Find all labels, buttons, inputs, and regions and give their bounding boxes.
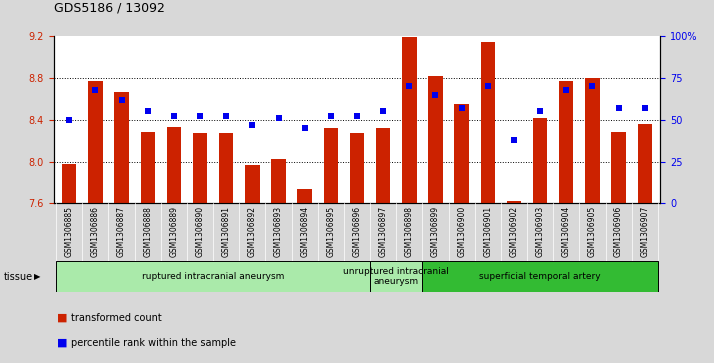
Text: tissue: tissue — [4, 272, 33, 282]
Bar — [402, 37, 416, 203]
Bar — [271, 159, 286, 203]
Point — [403, 83, 415, 89]
Text: GSM1306904: GSM1306904 — [562, 206, 570, 257]
Text: GSM1306895: GSM1306895 — [326, 206, 336, 257]
Text: GSM1306896: GSM1306896 — [353, 206, 361, 257]
Bar — [585, 78, 600, 203]
Point — [142, 109, 154, 114]
Bar — [219, 133, 233, 203]
Point — [64, 117, 75, 123]
Point — [169, 114, 180, 119]
Point — [534, 109, 545, 114]
Text: GSM1306891: GSM1306891 — [222, 206, 231, 257]
Point — [508, 137, 520, 143]
Point — [613, 105, 624, 111]
Text: GDS5186 / 13092: GDS5186 / 13092 — [54, 1, 164, 15]
Text: GSM1306892: GSM1306892 — [248, 206, 257, 257]
Bar — [89, 81, 103, 203]
Text: GSM1306890: GSM1306890 — [196, 206, 204, 257]
Bar — [193, 133, 207, 203]
Bar — [141, 132, 155, 203]
Point — [221, 114, 232, 119]
Point — [116, 97, 127, 103]
Bar — [481, 41, 495, 203]
Bar — [370, 261, 423, 292]
Text: GSM1306897: GSM1306897 — [378, 206, 388, 257]
Text: GSM1306906: GSM1306906 — [614, 206, 623, 257]
Bar — [350, 133, 364, 203]
Bar — [611, 132, 625, 203]
Text: GSM1306889: GSM1306889 — [169, 206, 178, 257]
Text: transformed count: transformed count — [71, 313, 162, 323]
Text: GSM1306886: GSM1306886 — [91, 206, 100, 257]
Bar — [114, 91, 129, 203]
Point — [194, 114, 206, 119]
Text: ■: ■ — [57, 338, 68, 348]
Bar — [298, 189, 312, 203]
Text: unruptured intracranial
aneurysm: unruptured intracranial aneurysm — [343, 267, 449, 286]
Text: GSM1306894: GSM1306894 — [300, 206, 309, 257]
Text: GSM1306900: GSM1306900 — [457, 206, 466, 257]
Text: GSM1306905: GSM1306905 — [588, 206, 597, 257]
Bar — [62, 164, 76, 203]
Point — [430, 92, 441, 98]
Bar — [638, 124, 652, 203]
Bar — [423, 261, 658, 292]
Text: percentile rank within the sample: percentile rank within the sample — [71, 338, 236, 348]
Text: GSM1306893: GSM1306893 — [274, 206, 283, 257]
Point — [325, 114, 336, 119]
Bar — [323, 128, 338, 203]
Bar — [376, 128, 391, 203]
Point — [246, 122, 258, 128]
Text: ▶: ▶ — [34, 272, 41, 281]
Text: GSM1306907: GSM1306907 — [640, 206, 649, 257]
Text: GSM1306898: GSM1306898 — [405, 206, 414, 257]
Text: GSM1306885: GSM1306885 — [65, 206, 74, 257]
Point — [351, 114, 363, 119]
Text: GSM1306901: GSM1306901 — [483, 206, 492, 257]
Bar — [454, 104, 469, 203]
Text: superficial temporal artery: superficial temporal artery — [479, 272, 601, 281]
Point — [90, 87, 101, 93]
Point — [482, 83, 493, 89]
Bar — [428, 76, 443, 203]
Point — [456, 105, 468, 111]
Text: GSM1306902: GSM1306902 — [510, 206, 518, 257]
Text: GSM1306899: GSM1306899 — [431, 206, 440, 257]
Point — [273, 115, 284, 121]
Point — [587, 83, 598, 89]
Text: ■: ■ — [57, 313, 68, 323]
Text: GSM1306903: GSM1306903 — [536, 206, 545, 257]
Bar — [507, 201, 521, 203]
Point — [299, 125, 311, 131]
Bar — [56, 261, 370, 292]
Bar — [166, 127, 181, 203]
Point — [560, 87, 572, 93]
Point — [378, 109, 389, 114]
Point — [639, 105, 650, 111]
Text: GSM1306887: GSM1306887 — [117, 206, 126, 257]
Bar — [559, 81, 573, 203]
Bar — [245, 165, 260, 203]
Bar — [533, 118, 548, 203]
Text: ruptured intracranial aneurysm: ruptured intracranial aneurysm — [142, 272, 284, 281]
Text: GSM1306888: GSM1306888 — [144, 206, 152, 257]
